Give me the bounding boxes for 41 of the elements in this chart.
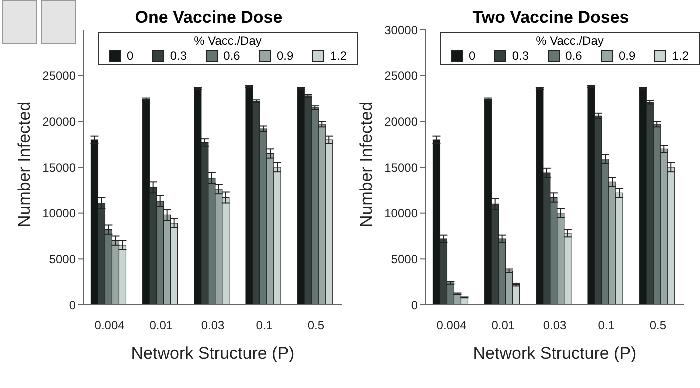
chart-title: One Vaccine Dose [134, 8, 284, 28]
y-tick-label: 10000 [384, 206, 418, 221]
legend-title: % Vacc./Day [535, 34, 605, 48]
y-axis-title: Number Infected [15, 102, 34, 228]
y-tick-label: 20000 [384, 114, 418, 129]
y-tick-label: 20000 [42, 114, 76, 129]
x-tick-label: 0.004 [436, 318, 468, 333]
x-axis-title: Network Structure (P) [473, 344, 637, 363]
y-tick-label: 5000 [49, 252, 76, 266]
y-tick-label: 0 [69, 298, 76, 312]
y-tick-label: 15000 [384, 160, 418, 175]
x-tick-label: 0.5 [650, 318, 667, 333]
x-tick-label: 0.004 [94, 318, 126, 333]
y-tick-label: 30000 [384, 23, 418, 38]
x-tick-label: 0.01 [150, 318, 174, 333]
legend-label: 0.9 [276, 49, 294, 63]
legend-title: % Vacc./Day [193, 34, 263, 48]
y-tick-label: 0 [411, 298, 418, 312]
legend-label: 1.2 [671, 49, 689, 63]
x-tick-label: 0.03 [201, 318, 225, 333]
legend-label: 0 [126, 49, 134, 63]
legend-label: 0.3 [169, 49, 188, 63]
x-axis-title: Network Structure (P) [131, 344, 295, 363]
legend-label: 0.6 [222, 49, 240, 63]
chart-title: Two Vaccine Doses [472, 8, 630, 27]
legend-label: 0 [468, 49, 476, 63]
x-tick-label: 0.1 [256, 318, 274, 333]
x-tick-label: 0.5 [308, 318, 325, 333]
x-tick-label: 0.1 [598, 318, 616, 333]
x-tick-label: 0.03 [543, 318, 567, 333]
y-axis-title: Number Infected [357, 102, 376, 228]
legend-label: 0.6 [564, 49, 582, 63]
x-tick-label: 0.01 [492, 318, 516, 333]
legend-label: 0.9 [618, 49, 636, 63]
y-tick-label: 5000 [391, 252, 418, 266]
y-tick-label: 25000 [42, 69, 76, 84]
y-tick-label: 25000 [384, 69, 418, 84]
legend-label: 0.3 [511, 49, 530, 63]
y-tick-label: 10000 [42, 206, 76, 221]
y-tick-label: 15000 [42, 160, 76, 175]
legend-label: 1.2 [329, 49, 347, 63]
